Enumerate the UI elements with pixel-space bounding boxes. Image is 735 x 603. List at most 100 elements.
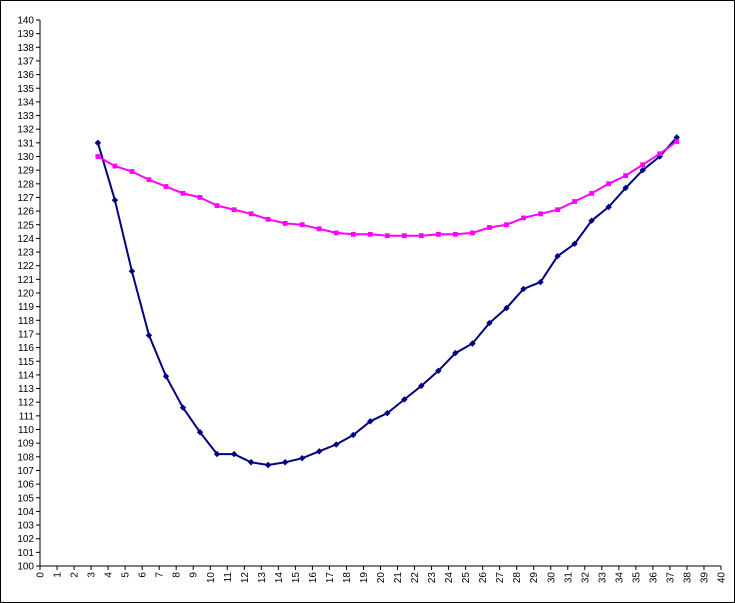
series-1-point [605,203,612,211]
series-1-point [316,448,323,455]
x-tick-label: 20 [376,572,387,584]
y-tick-label: 140 [17,16,34,27]
x-tick-label: 12 [240,572,251,584]
y-tick-label: 120 [17,289,34,300]
series-2-point [674,139,680,144]
series-1-point [213,450,221,458]
y-tick-label: 112 [18,398,34,409]
series-2-point [453,231,458,237]
x-tick-label: 1 [53,572,64,578]
x-tick-label: 14 [274,572,285,584]
x-tick-label: 31 [563,572,574,584]
x-tick-label: 3 [87,572,98,578]
y-tick-label: 113 [18,384,34,395]
series-1-point [128,267,136,275]
y-tick-label: 127 [17,193,34,204]
series-1-point [298,454,306,462]
y-tick-label: 105 [17,493,34,504]
y-tick-label: 123 [17,248,34,259]
series-2-point [589,190,595,196]
y-tick-label: 122 [17,261,34,272]
series-2-point [521,215,526,221]
series-2-point [197,195,203,200]
series-2-point [606,181,612,187]
series-1-point [435,367,442,375]
x-tick-label: 22 [410,572,421,584]
x-tick-label: 4 [104,572,115,578]
series-2-point [333,230,339,236]
x-tick-label: 24 [444,572,455,584]
series-1-point [503,304,510,312]
x-tick-label: 39 [699,572,710,584]
series-1-point [673,134,680,141]
y-tick-label: 108 [17,452,34,463]
x-tick-label: 15 [291,572,302,584]
series-1-point [264,461,272,469]
y-tick-label: 111 [19,411,35,422]
y-tick-label: 136 [17,70,34,81]
y-tick-label: 104 [17,507,34,518]
x-tick-label: 7 [155,572,166,578]
x-tick-label: 37 [665,572,676,584]
x-tick-label: 9 [189,572,200,578]
series-1-point [656,153,663,160]
series-2-point [504,222,509,228]
y-tick-label: 114 [18,370,34,381]
series-1-point [639,166,646,174]
series-2-point [231,207,237,213]
x-tick-label: 27 [495,572,506,584]
series-2-point [146,177,152,183]
series-2-point [316,226,322,232]
x-tick-label: 18 [342,572,353,584]
y-tick-label: 110 [18,425,34,436]
y-tick-label: 121 [17,275,34,286]
series-1-point [196,429,204,436]
x-tick-label: 21 [393,572,404,584]
y-tick-label: 129 [17,166,34,177]
series-1 [94,134,680,469]
y-tick-label: 135 [17,84,34,95]
series-2-point [401,233,407,239]
y-tick-label: 131 [17,138,34,149]
y-tick-label: 137 [17,56,34,67]
y-tick-label: 126 [17,207,34,218]
x-tick-label: 5 [121,572,132,578]
y-tick-label: 119 [18,302,34,313]
series-1-point [111,196,119,204]
series-1-point [486,319,493,327]
series-2 [95,139,680,239]
series-2-point [487,225,492,230]
series-2-point [435,231,441,237]
series-2-point [538,211,543,217]
series-1-point [401,396,408,403]
series-2-point [470,230,475,236]
series-2-point [95,154,101,159]
y-tick-label: 107 [17,466,34,477]
x-tick-label: 30 [546,572,557,584]
series-2-point [384,233,390,239]
x-tick-label: 40 [717,572,728,584]
y-tick-label: 125 [17,220,34,231]
series-1-point [554,252,561,260]
series-1-point [571,240,578,248]
series-2-point [350,231,356,237]
x-tick-label: 8 [172,572,183,578]
y-tick-label: 116 [18,343,34,354]
x-tick-label: 13 [257,572,268,584]
y-tick-label: 117 [18,329,34,340]
series-2-point [623,173,629,179]
x-tick-label: 10 [206,572,217,584]
series-2-point [180,190,186,196]
x-tick-label: 6 [138,572,149,578]
x-tick-label: 32 [580,572,591,584]
series-1-point [145,332,153,339]
series-1-point [94,139,102,147]
series-1-point [384,409,391,417]
series-1-point [367,418,374,425]
series-1-point [333,441,340,448]
x-tick-label: 33 [597,572,608,584]
x-tick-label: 38 [682,572,693,584]
series-2-point [657,151,663,157]
series-2-point [265,216,271,222]
